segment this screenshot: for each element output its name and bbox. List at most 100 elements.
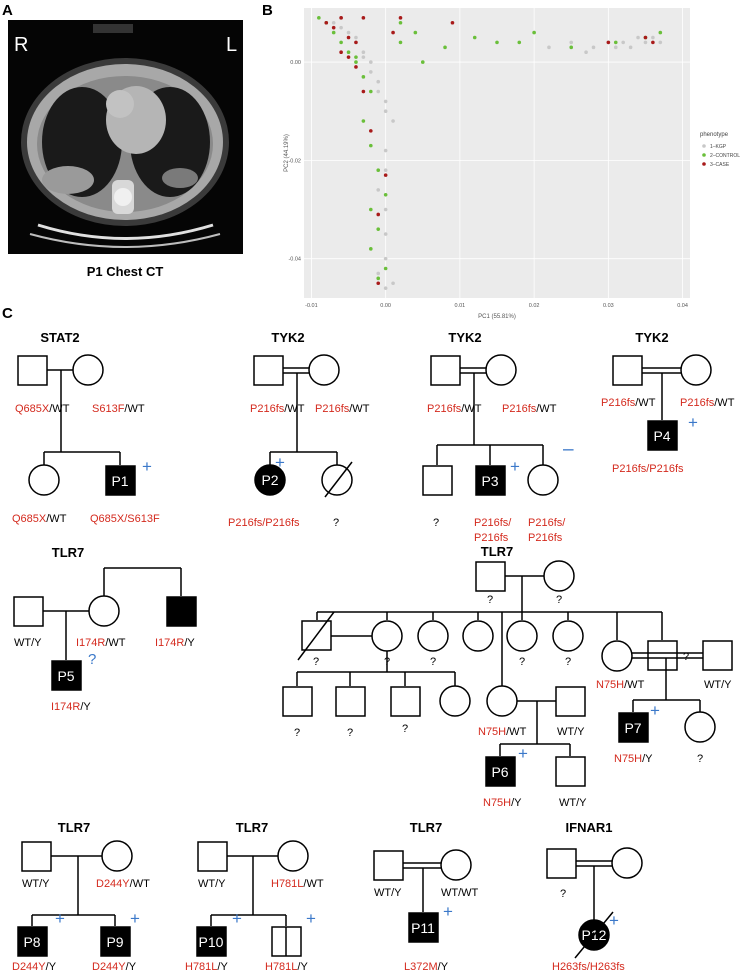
svg-text:?: ? xyxy=(487,594,493,606)
svg-text:P3: P3 xyxy=(481,473,498,489)
father-genotype: Q685X/WT xyxy=(15,403,70,415)
grid-lines xyxy=(304,8,690,298)
svg-text:P216fs/WT: P216fs/WT xyxy=(680,397,735,409)
svg-text:H263fs/H263fs: H263fs/H263fs xyxy=(552,961,625,973)
svg-text:P216fs/WT: P216fs/WT xyxy=(502,403,557,415)
scatter-point xyxy=(398,20,403,25)
pedigree-tyk2-p2: TYK2 P2 + P216fs/WT P216fs/WT P216fs/P21… xyxy=(228,330,370,529)
scatter-point xyxy=(361,50,366,55)
proband-genotype: Q685X/S613F xyxy=(90,513,160,525)
svg-text:TLR7: TLR7 xyxy=(58,820,91,835)
scatter-point xyxy=(606,40,611,45)
scatter-point xyxy=(584,50,588,55)
svg-text:?: ? xyxy=(88,651,96,668)
scatter-point xyxy=(651,40,655,45)
scatter-point xyxy=(361,119,366,123)
svg-text:WT/Y: WT/Y xyxy=(557,726,585,738)
mother-symbol xyxy=(72,354,104,386)
svg-text:P5: P5 xyxy=(57,668,74,684)
svg-text:P216fs/WT: P216fs/WT xyxy=(315,403,370,415)
svg-text:P216fs: P216fs xyxy=(528,532,563,544)
svg-text:IFNAR1: IFNAR1 xyxy=(566,820,613,835)
svg-text:+: + xyxy=(688,413,698,432)
legend-label: 2–CONTROL xyxy=(710,153,740,159)
legend: 1–KGP 2–CONTROL 3–CASE xyxy=(702,144,740,168)
svg-text:P10: P10 xyxy=(199,934,224,950)
svg-text:+: + xyxy=(650,701,660,720)
svg-text:WT/WT: WT/WT xyxy=(441,887,479,899)
status-mark: + xyxy=(275,453,285,472)
svg-text:D244Y/WT: D244Y/WT xyxy=(96,878,150,890)
scatter-point xyxy=(361,16,366,20)
svg-text:N75H/WT: N75H/WT xyxy=(596,679,645,691)
scatter-point xyxy=(383,109,388,114)
pedigree-tlr7-p8-p9: TLR7 P8 P9 + + WT/Y D244Y/WT D244Y/Y D24… xyxy=(12,820,150,973)
scatter-point xyxy=(324,20,329,25)
x-axis-label: PC1 (55.81%) xyxy=(478,314,516,320)
y-axis-label: PC2 (44.19%) xyxy=(284,134,290,172)
svg-text:?: ? xyxy=(402,723,408,735)
svg-text:D244Y/Y: D244Y/Y xyxy=(92,961,137,973)
y-tick-label: -0.04 xyxy=(288,257,301,263)
pedigree-stat2: STAT2 P1 + Q685X/WT S613F/WT Q685X/WT Q6… xyxy=(12,330,160,525)
scatter-point xyxy=(331,30,336,35)
scatter-point xyxy=(354,65,358,69)
scatter-point xyxy=(354,40,358,45)
y-tick-labels: 0.00 -0.02 -0.04 xyxy=(288,60,301,263)
legend-label: 3–CASE xyxy=(710,162,730,168)
svg-text:P216fs/WT: P216fs/WT xyxy=(250,403,305,415)
svg-text:?: ? xyxy=(697,753,703,765)
scatter-point xyxy=(628,45,633,50)
svg-text:?: ? xyxy=(556,594,562,606)
scatter-point xyxy=(354,60,358,64)
x-tick-label: -0.01 xyxy=(305,303,318,309)
proband-symbol xyxy=(105,465,136,496)
x-tick-label: 0.03 xyxy=(603,303,614,309)
svg-text:I174R/Y: I174R/Y xyxy=(51,701,91,713)
scatter-point xyxy=(569,40,574,45)
mother-genotype: S613F/WT xyxy=(92,403,145,415)
svg-text:N75H/WT: N75H/WT xyxy=(478,726,527,738)
svg-text:+: + xyxy=(232,909,242,928)
scatter-point xyxy=(383,286,388,290)
y-tick-label: -0.02 xyxy=(288,158,301,164)
svg-text:WT/Y: WT/Y xyxy=(559,797,587,809)
ct-right-side-label: R xyxy=(14,34,29,56)
scatter-point xyxy=(383,99,388,104)
scatter-point xyxy=(651,35,655,40)
scatter-point xyxy=(361,75,366,79)
scatter-point xyxy=(376,188,381,192)
svg-text:WT/Y: WT/Y xyxy=(198,878,226,890)
svg-text:?: ? xyxy=(313,656,319,668)
sibling-symbol xyxy=(28,464,60,496)
legend-label: 1–KGP xyxy=(710,144,727,150)
svg-text:P216fs/P216fs: P216fs/P216fs xyxy=(612,463,684,475)
negative-status-mark: – xyxy=(563,439,574,460)
svg-text:P6: P6 xyxy=(491,764,508,780)
pedigree-ifnar1: IFNAR1 P12 + ? H263fs/H263fs xyxy=(546,820,643,973)
svg-text:WT/Y: WT/Y xyxy=(14,637,42,649)
ct-caption: P1 Chest CT xyxy=(86,264,164,279)
scatter-point xyxy=(361,89,366,94)
scatter-point xyxy=(369,247,373,251)
scatter-point xyxy=(346,30,351,35)
pedigree-tlr7-p10: TLR7 P10 + + WT/Y H781L/WT H781L/Y H781L… xyxy=(185,820,324,973)
scatter-point xyxy=(339,40,343,45)
svg-text:I174R/Y: I174R/Y xyxy=(155,637,195,649)
scatter-point xyxy=(376,271,381,276)
svg-text:TLR7: TLR7 xyxy=(481,544,514,559)
scatter-point xyxy=(383,207,388,212)
svg-text:P216fs/: P216fs/ xyxy=(474,517,512,529)
scatter-point xyxy=(369,70,373,74)
svg-text:WT/Y: WT/Y xyxy=(22,878,50,890)
scatter-point xyxy=(339,25,343,30)
scatter-point xyxy=(383,168,388,173)
svg-text:TLR7: TLR7 xyxy=(410,820,443,835)
svg-text:?: ? xyxy=(430,656,436,668)
legend-marker xyxy=(702,144,706,148)
svg-text:+: + xyxy=(130,909,140,928)
pedigree-panel: STAT2 P1 + Q685X/WT S613F/WT Q685X/WT Q6… xyxy=(12,330,735,973)
svg-text:D244Y/Y: D244Y/Y xyxy=(12,961,57,973)
svg-text:P4: P4 xyxy=(653,428,670,444)
scatter-point xyxy=(369,60,373,64)
